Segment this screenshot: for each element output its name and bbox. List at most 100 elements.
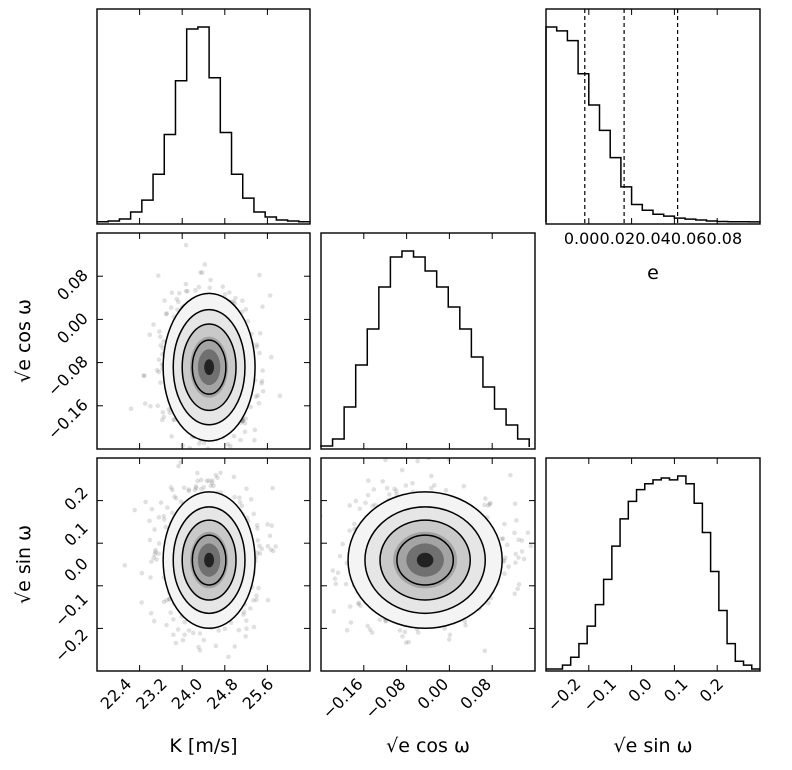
scatter-point xyxy=(265,543,271,549)
scatter-point xyxy=(333,581,339,587)
scatter-point xyxy=(259,546,264,552)
scatter-point xyxy=(415,458,420,464)
scatter-point xyxy=(210,478,215,483)
panel-hist-sin xyxy=(545,457,761,672)
scatter-point xyxy=(149,559,154,564)
scatter-point xyxy=(254,550,260,556)
scatter-point xyxy=(431,483,437,488)
scatter-point xyxy=(161,599,167,605)
scatter-point xyxy=(204,478,210,484)
scatter-point xyxy=(158,343,164,348)
scatter-point xyxy=(201,637,207,643)
contour-1 xyxy=(172,506,246,615)
scatter-point xyxy=(358,603,363,609)
scatter-point xyxy=(267,533,273,539)
x-tick-label: 24.0 xyxy=(168,674,207,713)
x-tick-label: 0.08 xyxy=(707,229,743,248)
scatter-point xyxy=(183,242,189,248)
x-tick-label: 0.04 xyxy=(635,229,671,248)
scatter-point xyxy=(248,404,253,410)
scatter-point xyxy=(256,585,261,591)
scatter-point xyxy=(158,500,164,505)
scatter-point xyxy=(347,604,353,609)
scatter-point xyxy=(277,393,283,399)
y-tick-label: −0.16 xyxy=(44,395,92,443)
scatter-point xyxy=(154,557,159,562)
scatter-point xyxy=(257,330,263,336)
scatter-point xyxy=(132,507,137,513)
scatter-point xyxy=(461,483,467,489)
scatter-point xyxy=(148,403,153,409)
scatter-point xyxy=(248,606,253,611)
scatter-point xyxy=(160,409,166,415)
scatter-point xyxy=(516,537,521,543)
panel-scatter-K-sin xyxy=(96,457,311,672)
y-tick-label: 0.00 xyxy=(53,309,92,348)
scatter-point xyxy=(207,285,213,291)
x-tick-label: 25.6 xyxy=(239,674,278,713)
scatter-point xyxy=(122,563,128,568)
scatter-point xyxy=(502,571,507,577)
scatter-point xyxy=(400,634,405,639)
scatter-point xyxy=(232,644,238,649)
scatter-point xyxy=(151,555,157,560)
y-tick-label: 0.1 xyxy=(60,518,91,549)
x-tick-label: 0.00 xyxy=(414,674,453,713)
scatter-point xyxy=(357,506,363,512)
contour-3 xyxy=(191,339,227,395)
scatter-point xyxy=(243,634,248,639)
scatter-point xyxy=(206,478,212,484)
scatter-point xyxy=(187,445,193,449)
scatter-point xyxy=(153,547,158,553)
scatter-point xyxy=(163,524,169,530)
contour-2 xyxy=(181,323,237,412)
scatter-point xyxy=(155,273,161,278)
scatter-point xyxy=(157,329,162,334)
scatter-point xyxy=(380,479,385,484)
scatter-point xyxy=(154,368,160,373)
y-axis-label-1: √e cos ω xyxy=(13,299,35,383)
scatter-point xyxy=(167,410,173,416)
scatter-point xyxy=(220,284,226,289)
scatter-point xyxy=(265,522,270,527)
scatter-point xyxy=(384,485,390,491)
scatter-point xyxy=(269,354,274,360)
scatter-point xyxy=(525,530,531,536)
scatter-point xyxy=(296,628,301,633)
scatter-point xyxy=(227,290,232,295)
scatter-point xyxy=(403,640,409,645)
scatter-point xyxy=(330,568,336,573)
scatter-point xyxy=(142,401,148,406)
scatter-point xyxy=(231,474,237,480)
scatter-point xyxy=(173,640,179,646)
scatter-point xyxy=(209,480,215,486)
scatter-point xyxy=(186,628,192,633)
scatter-point xyxy=(202,262,208,267)
x-tick-label: −0.1 xyxy=(579,674,620,715)
x-axis-label-2: √e sin ω xyxy=(613,735,692,757)
scatter-point xyxy=(519,538,525,543)
scatter-point xyxy=(501,558,507,563)
scatter-point xyxy=(243,618,249,623)
x-tick-label: 0.08 xyxy=(456,674,495,713)
scatter-point xyxy=(195,470,200,476)
scatter-point xyxy=(500,536,506,541)
histogram-steps xyxy=(320,250,530,447)
scatter-point xyxy=(486,503,491,508)
scatter-point xyxy=(192,487,198,493)
scatter-point xyxy=(504,542,510,548)
scatter-point xyxy=(196,284,202,290)
y-tick-label: −0.08 xyxy=(44,352,92,400)
scatter-point xyxy=(415,630,421,635)
scatter-point xyxy=(366,478,371,483)
scatter-point xyxy=(482,502,487,508)
scatter-point xyxy=(241,612,246,617)
scatter-point xyxy=(254,523,260,528)
scatter-point xyxy=(164,622,169,628)
scatter-point xyxy=(170,510,175,516)
scatter-point xyxy=(233,295,238,301)
scatter-point xyxy=(141,373,147,379)
scatter-point xyxy=(198,486,204,492)
scatter-point xyxy=(156,551,161,556)
x-tick-label: 0.2 xyxy=(696,674,727,705)
